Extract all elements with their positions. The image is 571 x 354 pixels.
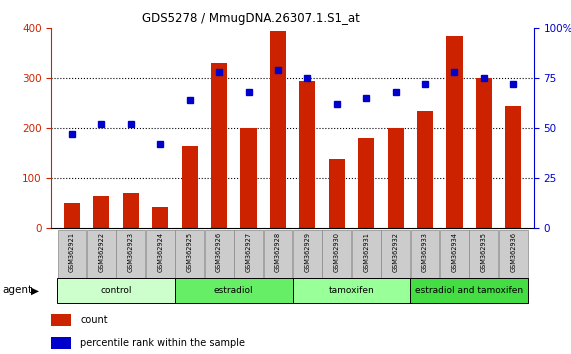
Text: GSM362935: GSM362935 xyxy=(481,232,487,272)
Text: percentile rank within the sample: percentile rank within the sample xyxy=(81,338,246,348)
Text: GSM362929: GSM362929 xyxy=(304,232,311,272)
Text: GSM362931: GSM362931 xyxy=(363,232,369,272)
FancyBboxPatch shape xyxy=(499,230,528,278)
Bar xyxy=(211,63,227,228)
Text: GSM362924: GSM362924 xyxy=(157,232,163,272)
Bar xyxy=(329,159,345,228)
Bar xyxy=(64,203,80,228)
Bar xyxy=(476,78,492,228)
FancyBboxPatch shape xyxy=(323,230,351,278)
FancyBboxPatch shape xyxy=(234,230,263,278)
Text: GSM362927: GSM362927 xyxy=(246,232,251,272)
Text: estradiol and tamoxifen: estradiol and tamoxifen xyxy=(415,286,523,295)
FancyBboxPatch shape xyxy=(204,230,234,278)
FancyBboxPatch shape xyxy=(87,230,116,278)
Bar xyxy=(447,36,463,228)
Bar xyxy=(51,314,71,326)
FancyBboxPatch shape xyxy=(263,230,292,278)
Bar xyxy=(93,196,110,228)
Bar xyxy=(240,129,256,228)
FancyBboxPatch shape xyxy=(440,230,469,278)
Text: GSM362936: GSM362936 xyxy=(510,232,516,272)
FancyBboxPatch shape xyxy=(469,230,498,278)
Bar xyxy=(152,207,168,228)
Text: GDS5278 / MmugDNA.26307.1.S1_at: GDS5278 / MmugDNA.26307.1.S1_at xyxy=(142,12,360,25)
Bar xyxy=(51,337,71,349)
Text: ▶: ▶ xyxy=(31,285,39,295)
Text: GSM362922: GSM362922 xyxy=(98,232,104,272)
FancyBboxPatch shape xyxy=(146,230,175,278)
Text: GSM362926: GSM362926 xyxy=(216,232,222,272)
Text: tamoxifen: tamoxifen xyxy=(328,286,375,295)
Bar xyxy=(358,138,374,228)
Bar xyxy=(417,111,433,228)
FancyBboxPatch shape xyxy=(352,230,381,278)
Text: control: control xyxy=(100,286,132,295)
FancyBboxPatch shape xyxy=(411,230,440,278)
FancyBboxPatch shape xyxy=(175,230,204,278)
Text: GSM362925: GSM362925 xyxy=(187,232,192,272)
Text: count: count xyxy=(81,315,108,325)
Text: GSM362933: GSM362933 xyxy=(422,232,428,272)
Text: GSM362930: GSM362930 xyxy=(334,232,340,272)
Bar xyxy=(299,81,315,228)
FancyBboxPatch shape xyxy=(57,278,175,303)
FancyBboxPatch shape xyxy=(292,278,411,303)
Text: GSM362921: GSM362921 xyxy=(69,232,75,272)
FancyBboxPatch shape xyxy=(58,230,86,278)
Text: GSM362923: GSM362923 xyxy=(128,232,134,272)
FancyBboxPatch shape xyxy=(116,230,145,278)
Bar xyxy=(388,129,404,228)
FancyBboxPatch shape xyxy=(293,230,322,278)
FancyBboxPatch shape xyxy=(175,278,292,303)
Text: GSM362932: GSM362932 xyxy=(393,232,399,272)
Bar xyxy=(505,106,521,228)
FancyBboxPatch shape xyxy=(411,278,528,303)
Text: estradiol: estradiol xyxy=(214,286,254,295)
Bar xyxy=(270,31,286,228)
Bar xyxy=(123,193,139,228)
Text: agent: agent xyxy=(3,285,33,295)
Bar xyxy=(182,146,198,228)
Text: GSM362928: GSM362928 xyxy=(275,232,281,272)
FancyBboxPatch shape xyxy=(381,230,410,278)
Text: GSM362934: GSM362934 xyxy=(452,232,457,272)
